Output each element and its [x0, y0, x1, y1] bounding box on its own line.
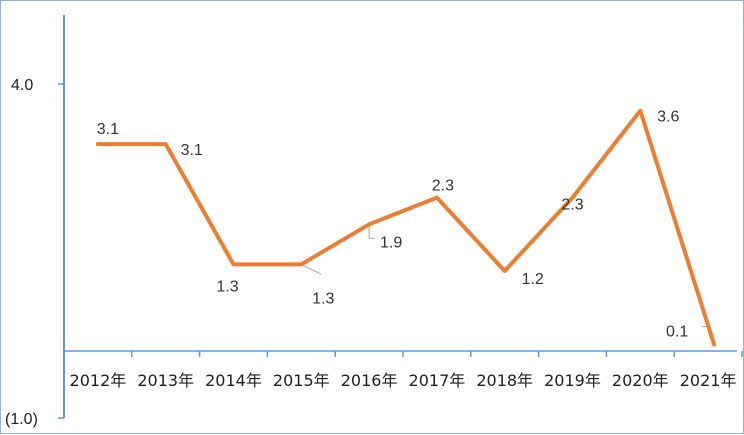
y-tick-labels: 4.0 (1.0)	[5, 77, 38, 428]
data-label: 1.9	[380, 234, 402, 251]
x-category-label: 2021年	[680, 371, 737, 390]
x-category-label: 2016年	[341, 371, 398, 390]
data-point	[368, 223, 371, 226]
data-point	[639, 109, 642, 112]
series-group	[95, 108, 717, 347]
leader-lines	[301, 224, 713, 333]
x-category-label: 2013年	[137, 371, 194, 390]
x-category-label: 2014年	[205, 371, 262, 390]
x-category-label: 2012年	[70, 371, 127, 390]
data-label: 3.1	[181, 142, 203, 159]
data-label: 1.3	[312, 290, 334, 307]
leader-line	[368, 224, 376, 239]
data-point	[713, 343, 716, 346]
data-point	[164, 143, 167, 146]
axes	[58, 15, 743, 419]
x-category-label: 2018年	[476, 371, 533, 390]
data-label: 2.3	[432, 178, 454, 195]
data-point	[232, 263, 235, 266]
data-label: 3.6	[657, 109, 679, 126]
leader-line	[301, 263, 322, 275]
data-label: 1.2	[522, 271, 544, 288]
x-category-label: 2019年	[544, 371, 601, 390]
x-category-label: 2020年	[612, 371, 669, 390]
data-label: 2.3	[561, 197, 583, 214]
y-tick-label: 4.0	[11, 77, 33, 94]
x-category-label: 2017年	[409, 371, 466, 390]
data-point	[503, 270, 506, 273]
data-point	[435, 196, 438, 199]
x-category-label: 2015年	[273, 371, 330, 390]
data-point	[300, 263, 303, 266]
series-line	[95, 108, 717, 347]
data-point	[571, 196, 574, 199]
data-labels: 3.1 3.1 1.3 1.3 1.9 2.3 1.2 2.3 3.6 0.1	[97, 109, 689, 341]
data-label: 0.1	[666, 324, 688, 341]
data-label: 3.1	[97, 121, 119, 138]
data-point	[96, 143, 99, 146]
y-tick-label: (1.0)	[5, 411, 38, 428]
data-label: 1.3	[216, 278, 238, 295]
x-category-labels: 2012年 2013年 2014年 2015年 2016年 2017年 2018年 2019年…	[70, 371, 737, 390]
